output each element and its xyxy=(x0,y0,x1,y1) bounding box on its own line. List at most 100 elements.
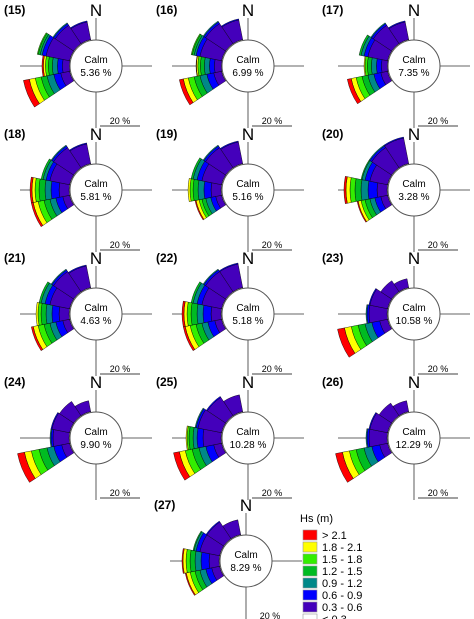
panel-label: (18) xyxy=(4,127,25,141)
wave-rose-18: Calm 5.81 % N (18) 20 % xyxy=(4,125,152,252)
rose-sector-band xyxy=(23,79,40,108)
north-label: N xyxy=(242,249,254,268)
calm-label: Calm xyxy=(234,550,257,561)
calm-circle xyxy=(387,287,441,341)
calm-value: 9.90 % xyxy=(80,440,111,451)
north-label: N xyxy=(242,373,254,392)
panel-label: (26) xyxy=(322,375,343,389)
legend-swatch xyxy=(302,565,318,577)
rose-sector-band xyxy=(74,400,91,416)
rose-sector-band xyxy=(187,178,192,202)
rose-sector-band xyxy=(69,142,88,152)
rose-sector-band xyxy=(393,278,409,292)
calm-circle xyxy=(69,287,123,341)
calm-value: 5.81 % xyxy=(80,192,111,203)
rose-sector-band xyxy=(190,157,202,180)
panel-label: (19) xyxy=(156,127,177,141)
rose-sector-band xyxy=(347,78,362,105)
rose-sector-band xyxy=(40,158,52,180)
scale-label: 20 % xyxy=(110,240,131,250)
panel-label: (22) xyxy=(156,251,177,265)
wave-rose-26: Calm 12.29 % N (26) 20 % xyxy=(322,373,470,500)
legend-swatch xyxy=(302,541,318,553)
legend-label: 1.5 - 1.8 xyxy=(322,554,362,566)
rose-sector-band xyxy=(38,178,47,202)
wave-rose-16: Calm 6.99 % N (16) 20 % xyxy=(156,1,304,128)
rose-sector-band xyxy=(218,262,239,272)
north-label: N xyxy=(90,249,102,268)
rose-sector-band xyxy=(185,425,189,451)
rose-sector-band xyxy=(204,57,211,75)
rose-sector-band xyxy=(221,18,240,28)
rose-sector-band xyxy=(367,56,373,76)
calm-circle xyxy=(387,39,441,93)
rose-sector-band xyxy=(194,550,203,572)
rose-sector-band xyxy=(343,176,348,204)
rose-sector-band xyxy=(365,304,369,324)
calm-circle xyxy=(221,163,275,217)
rose-sector-band xyxy=(173,451,191,481)
panel-label: (25) xyxy=(156,375,177,389)
rose-sector-band xyxy=(190,33,201,56)
rose-sector-band xyxy=(335,451,354,483)
scale-label: 20 % xyxy=(262,116,283,126)
rose-sector-band xyxy=(388,20,406,29)
panel-label: (23) xyxy=(322,251,343,265)
calm-value: 4.63 % xyxy=(80,316,111,327)
legend-label: 0.6 - 0.9 xyxy=(322,590,362,602)
north-label: N xyxy=(408,125,420,144)
rose-sector-band xyxy=(380,280,400,300)
north-label: N xyxy=(240,496,252,515)
rose-sector-band xyxy=(179,78,194,106)
rose-sector-band xyxy=(196,427,205,449)
legend-label: > 2.1 xyxy=(322,530,347,542)
rose-sector-band xyxy=(35,302,40,326)
rose-sector-band xyxy=(370,22,386,38)
legend-swatch xyxy=(302,529,318,541)
wave-rose-15: Calm 5.36 % N (15) 20 % xyxy=(4,1,152,128)
calm-value: 5.18 % xyxy=(232,316,263,327)
calm-label: Calm xyxy=(402,179,425,190)
rose-sector-band xyxy=(200,551,210,571)
calm-circle xyxy=(387,163,441,217)
rose-sector-band xyxy=(50,412,59,430)
rose-sector-band xyxy=(202,304,212,324)
calm-circle xyxy=(69,163,123,217)
legend-title: Hs (m) xyxy=(300,513,333,525)
rose-sector-band xyxy=(194,407,205,428)
rose-sector-band xyxy=(214,59,223,73)
north-label: N xyxy=(242,1,254,20)
north-label: N xyxy=(408,249,420,268)
rose-sector-band xyxy=(223,394,243,416)
calm-value: 3.28 % xyxy=(398,192,429,203)
rose-sector-band xyxy=(31,326,44,351)
rose-sector-band xyxy=(367,180,378,200)
panel-label: (17) xyxy=(322,3,343,17)
rose-sector-band xyxy=(58,182,70,198)
rose-sector-band xyxy=(200,56,206,76)
calm-value: 12.29 % xyxy=(396,440,433,451)
calm-value: 8.29 % xyxy=(230,563,261,574)
calm-circle xyxy=(219,534,273,588)
rose-sector-band xyxy=(358,34,370,56)
calm-label: Calm xyxy=(236,179,259,190)
rose-sector-band xyxy=(210,182,222,198)
rose-sector-band xyxy=(181,300,186,328)
legend-swatch xyxy=(302,577,318,589)
north-label: N xyxy=(408,373,420,392)
scale-label: 20 % xyxy=(260,611,281,619)
scale-label: 20 % xyxy=(262,240,283,250)
calm-value: 6.99 % xyxy=(232,68,263,79)
calm-label: Calm xyxy=(402,427,425,438)
calm-circle xyxy=(221,287,275,341)
rose-sector-band xyxy=(203,181,212,199)
rose-sector-band xyxy=(190,302,199,326)
panel-label: (20) xyxy=(322,127,343,141)
rose-sector-band xyxy=(205,520,221,536)
calm-label: Calm xyxy=(402,303,425,314)
rose-sector-band xyxy=(58,306,70,322)
panel-label: (24) xyxy=(4,375,25,389)
wave-rose-25: Calm 10.28 % N (25) 20 % xyxy=(156,373,304,500)
legend-label: 0.9 - 1.2 xyxy=(322,578,362,590)
